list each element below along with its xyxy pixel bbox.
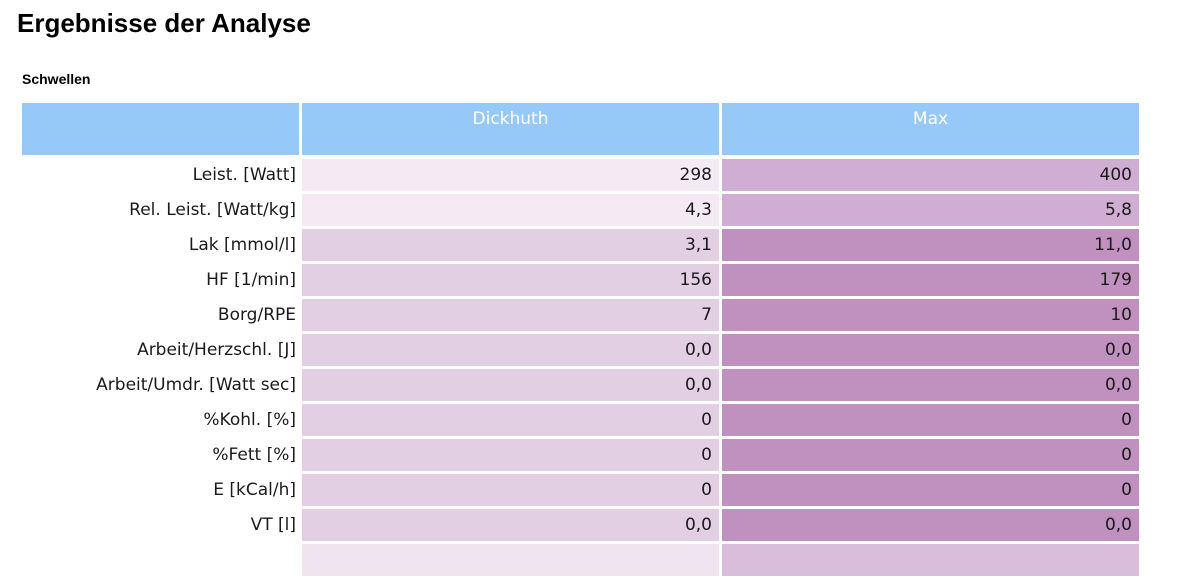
row-label: Arbeit/Herzschl. [J] bbox=[22, 334, 299, 366]
max-value-cell: 0 bbox=[722, 439, 1139, 471]
dickhuth-value-cell: 0 bbox=[302, 439, 719, 471]
max-value-cell: 400 bbox=[722, 159, 1139, 191]
table-row: Arbeit/Herzschl. [J] 0,0 0,0 bbox=[22, 334, 1139, 366]
max-value-cell: 0,0 bbox=[722, 509, 1139, 541]
max-value-cell: 0 bbox=[722, 404, 1139, 436]
page-title: Ergebnisse der Analyse bbox=[17, 8, 311, 38]
table-row: Borg/RPE 7 10 bbox=[22, 299, 1139, 331]
row-label: Rel. Leist. [Watt/kg] bbox=[22, 194, 299, 226]
row-label: Arbeit/Umdr. [Watt sec] bbox=[22, 369, 299, 401]
footer-cell-empty bbox=[22, 544, 299, 576]
table-row: Rel. Leist. [Watt/kg] 4,3 5,8 bbox=[22, 194, 1139, 226]
table-row: VT [l] 0,0 0,0 bbox=[22, 509, 1139, 541]
table-row: %Fett [%] 0 0 bbox=[22, 439, 1139, 471]
max-value-cell: 10 bbox=[722, 299, 1139, 331]
row-label: VT [l] bbox=[22, 509, 299, 541]
max-value-cell: 179 bbox=[722, 264, 1139, 296]
header-cell-dickhuth: Dickhuth bbox=[302, 103, 719, 155]
dickhuth-value-cell: 0,0 bbox=[302, 334, 719, 366]
row-label: Leist. [Watt] bbox=[22, 159, 299, 191]
max-value-cell: 0,0 bbox=[722, 334, 1139, 366]
max-value-cell: 11,0 bbox=[722, 229, 1139, 261]
table-row: Leist. [Watt] 298 400 bbox=[22, 159, 1139, 191]
dickhuth-value-cell: 3,1 bbox=[302, 229, 719, 261]
header-cell-max: Max bbox=[722, 103, 1139, 155]
table-row: Arbeit/Umdr. [Watt sec] 0,0 0,0 bbox=[22, 369, 1139, 401]
dickhuth-value-cell: 298 bbox=[302, 159, 719, 191]
max-value-cell: 0 bbox=[722, 474, 1139, 506]
footer-cell-dickhuth bbox=[302, 544, 719, 576]
dickhuth-value-cell: 0 bbox=[302, 404, 719, 436]
dickhuth-value-cell: 0,0 bbox=[302, 369, 719, 401]
dickhuth-value-cell: 0 bbox=[302, 474, 719, 506]
footer-cell-max bbox=[722, 544, 1139, 576]
row-label: Borg/RPE bbox=[22, 299, 299, 331]
row-label: E [kCal/h] bbox=[22, 474, 299, 506]
results-table: Dickhuth Max Leist. [Watt] 298 400 Rel. … bbox=[22, 103, 1139, 576]
section-title: Schwellen bbox=[22, 71, 91, 87]
dickhuth-value-cell: 156 bbox=[302, 264, 719, 296]
table-header-row: Dickhuth Max bbox=[22, 103, 1139, 155]
table-row: HF [1/min] 156 179 bbox=[22, 264, 1139, 296]
max-value-cell: 0,0 bbox=[722, 369, 1139, 401]
dickhuth-value-cell: 0,0 bbox=[302, 509, 719, 541]
max-value-cell: 5,8 bbox=[722, 194, 1139, 226]
row-label: Lak [mmol/l] bbox=[22, 229, 299, 261]
row-label: %Fett [%] bbox=[22, 439, 299, 471]
table-footer-strip bbox=[22, 544, 1139, 576]
table-row: Lak [mmol/l] 3,1 11,0 bbox=[22, 229, 1139, 261]
dickhuth-value-cell: 4,3 bbox=[302, 194, 719, 226]
row-label: HF [1/min] bbox=[22, 264, 299, 296]
row-label: %Kohl. [%] bbox=[22, 404, 299, 436]
dickhuth-value-cell: 7 bbox=[302, 299, 719, 331]
table-row: E [kCal/h] 0 0 bbox=[22, 474, 1139, 506]
table-row: %Kohl. [%] 0 0 bbox=[22, 404, 1139, 436]
table-body: Leist. [Watt] 298 400 Rel. Leist. [Watt/… bbox=[22, 159, 1139, 576]
header-cell-empty bbox=[22, 103, 299, 155]
